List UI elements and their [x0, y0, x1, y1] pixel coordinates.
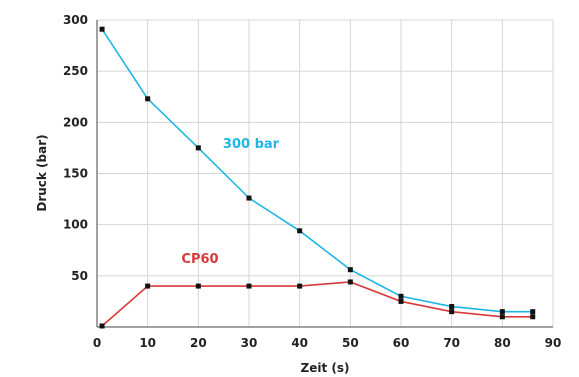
series-1-point	[246, 283, 252, 289]
x-tick-label: 10	[139, 336, 156, 350]
axes	[96, 20, 553, 328]
series-layer	[99, 26, 536, 329]
series-1-point	[195, 283, 201, 289]
series-1-point	[347, 279, 353, 285]
y-tick-label: 300	[63, 13, 88, 27]
labels-layer: 0 10 20 30 40 50 60 70 80 90 50 100 150 200 250 300 300 …	[63, 13, 561, 350]
series-1-point	[145, 283, 151, 289]
y-tick-label: 150	[63, 167, 88, 181]
y-tick-label: 50	[71, 269, 88, 283]
y-tick-label: 250	[63, 64, 88, 78]
series-label-1: CP60	[181, 252, 218, 267]
series-1-point	[499, 314, 505, 320]
series-0-point	[99, 26, 105, 32]
series-label-0: 300 bar	[223, 137, 280, 152]
y-tick-label: 200	[63, 115, 88, 129]
series-line-1	[101, 281, 533, 327]
x-tick-label: 40	[291, 336, 308, 350]
x-tick-label: 50	[342, 336, 359, 350]
series-0-point	[145, 96, 151, 102]
series-0-point	[297, 228, 303, 234]
x-tick-label: 70	[443, 336, 460, 350]
series-0-point	[499, 309, 505, 315]
series-1-point	[99, 323, 105, 329]
x-tick-label: 60	[393, 336, 410, 350]
series-0-point	[195, 145, 201, 151]
x-tick-label: 30	[241, 336, 258, 350]
series-0-point	[398, 293, 404, 299]
grid	[97, 19, 554, 327]
x-tick-label: 90	[545, 336, 562, 350]
series-1-point	[530, 314, 536, 320]
series-1-point	[398, 298, 404, 304]
y-axis-title: Druck (bar)	[35, 134, 49, 211]
series-1-point	[297, 283, 303, 289]
series-0-point	[530, 309, 536, 315]
y-tick-label: 100	[63, 218, 88, 232]
series-0-point	[246, 195, 252, 201]
x-tick-label: 20	[190, 336, 207, 350]
x-axis-title: Zeit (s)	[301, 361, 350, 375]
series-1-point	[449, 309, 455, 315]
series-0-point	[347, 267, 353, 273]
series-0-point	[449, 304, 455, 310]
x-tick-label: 0	[93, 336, 101, 350]
x-tick-label: 80	[494, 336, 511, 350]
series-line-0	[101, 28, 533, 313]
